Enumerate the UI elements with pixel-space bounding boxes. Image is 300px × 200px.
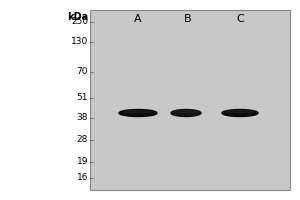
Text: 70: 70 <box>76 68 88 76</box>
Text: 38: 38 <box>76 114 88 122</box>
Ellipse shape <box>171 110 201 116</box>
Text: 19: 19 <box>76 158 88 166</box>
Text: 250: 250 <box>71 18 88 26</box>
Ellipse shape <box>124 111 152 113</box>
Ellipse shape <box>175 111 197 113</box>
Text: 51: 51 <box>76 94 88 102</box>
Text: 28: 28 <box>76 136 88 144</box>
Text: kDa: kDa <box>67 12 88 22</box>
Ellipse shape <box>222 110 258 116</box>
Text: B: B <box>184 14 192 24</box>
Ellipse shape <box>226 111 254 113</box>
Ellipse shape <box>119 110 157 116</box>
Text: 130: 130 <box>71 38 88 46</box>
Text: 16: 16 <box>76 173 88 182</box>
Bar <box>90 10 290 190</box>
Text: C: C <box>236 14 244 24</box>
Text: A: A <box>134 14 142 24</box>
